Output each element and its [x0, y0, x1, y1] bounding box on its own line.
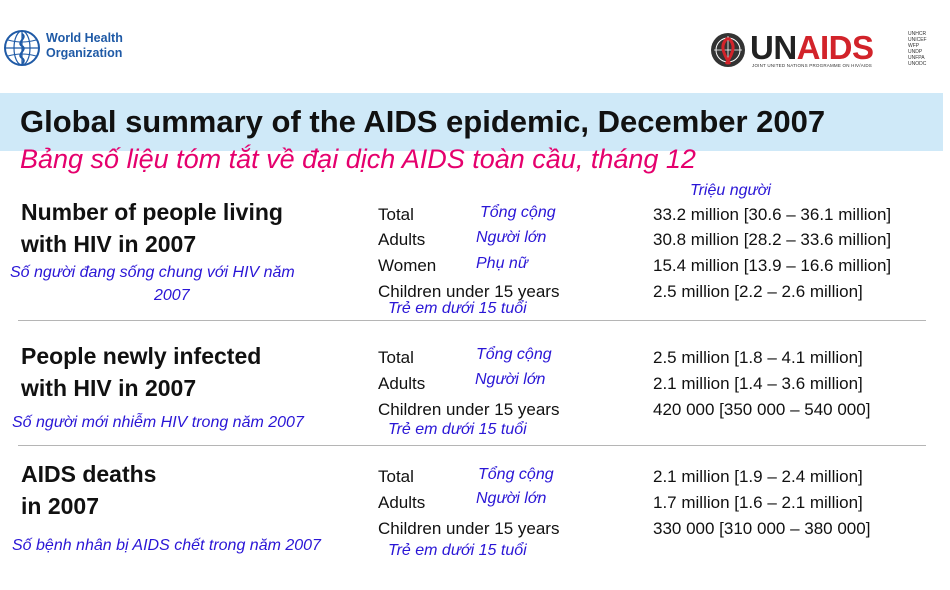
cosponsor: UNDP — [908, 49, 923, 55]
row-label-vietnamese: Tổng cộng — [480, 204, 556, 221]
page-title: Global summary of the AIDS epidemic, Dec… — [20, 104, 826, 139]
row-label: Children under 15 years — [378, 519, 560, 538]
row-label-vietnamese: Người lớn — [475, 371, 546, 388]
section-title-new-line1: People newly infected — [21, 343, 262, 369]
section-vi-new: Số người mới nhiễm HIV trong năm 2007 — [12, 414, 304, 431]
cosponsor: UNHCR — [908, 31, 927, 37]
cosponsor: UNFPA — [908, 55, 925, 61]
section-vi-living-line1: Số người đang sống chung với HIV năm — [10, 264, 295, 281]
row-label: Women — [378, 256, 437, 275]
unaids-tagline: JOINT UNITED NATIONS PROGRAMME ON HIV/AI… — [752, 63, 872, 68]
row-label: Adults — [378, 374, 426, 393]
unaids-un: UN — [750, 29, 797, 66]
row-value: 420 000 [350 000 – 540 000] — [653, 400, 871, 419]
row-value: 2.5 million [2.2 – 2.6 million] — [653, 282, 863, 301]
cosponsor: UNICEF — [908, 37, 927, 43]
row-value: 2.1 million [1.4 – 3.6 million] — [653, 374, 863, 393]
row-label-vietnamese: Người lớn — [476, 229, 547, 246]
row-value: 2.1 million [1.9 – 2.4 million] — [653, 467, 863, 486]
section-divider — [18, 320, 926, 321]
who-name-line1: World Health — [46, 31, 123, 45]
row-label-vietnamese: Trẻ em dưới 15 tuổi — [388, 421, 527, 438]
row-label: Children under 15 years — [378, 400, 560, 419]
row-value: 2.5 million [1.8 – 4.1 million] — [653, 348, 863, 367]
row-label: Children under 15 years — [378, 282, 560, 301]
row-value: 30.8 million [28.2 – 33.6 million] — [653, 230, 892, 249]
who-logo: World Health Organization — [2, 28, 132, 68]
section-vi-living-line2: 2007 — [154, 287, 190, 304]
section-title-deaths-line1: AIDS deaths — [21, 461, 157, 487]
row-label-vietnamese: Trẻ em dưới 15 tuổi — [388, 300, 527, 317]
row-label-vietnamese: Phụ nữ — [476, 255, 528, 272]
section-title-new-line2: with HIV in 2007 — [21, 375, 197, 401]
row-value: 33.2 million [30.6 – 36.1 million] — [653, 205, 892, 224]
cosponsor: WFP — [908, 43, 920, 49]
row-label-vietnamese: Tổng cộng — [478, 466, 554, 483]
section-vi-deaths: Số bệnh nhân bị AIDS chết trong năm 2007 — [12, 537, 321, 554]
row-label-vietnamese: Tổng cộng — [476, 346, 552, 363]
unit-note: Triệu người — [690, 182, 771, 199]
who-name: World Health Organization — [46, 31, 123, 61]
page-title-vietnamese: Bảng số liệu tóm tắt về đại dịch AIDS to… — [20, 144, 696, 174]
section-title-deaths-line2: in 2007 — [21, 493, 99, 519]
row-value: 1.7 million [1.6 – 2.1 million] — [653, 493, 863, 512]
row-label: Adults — [378, 493, 426, 512]
row-label: Adults — [378, 230, 426, 249]
unaids-logo: UNAIDS JOINT UNITED NATIONS PROGRAMME ON… — [708, 29, 944, 70]
who-name-line2: Organization — [46, 46, 123, 60]
row-label: Total — [378, 348, 414, 367]
unaids-aids: AIDS — [796, 29, 874, 66]
row-label-vietnamese: Trẻ em dưới 15 tuổi — [388, 542, 527, 559]
who-emblem-icon — [4, 30, 40, 66]
row-value: 330 000 [310 000 – 380 000] — [653, 519, 871, 538]
unaids-wordmark: UNAIDS — [750, 29, 874, 67]
cosponsor: UNODC — [908, 61, 927, 67]
unaids-cosponsors: UNHCR UNICEF WFP UNDP UNFPA UNODC — [908, 31, 927, 67]
row-label-vietnamese: Người lớn — [476, 490, 547, 507]
un-emblem-icon — [711, 33, 745, 67]
section-title-living-line2: with HIV in 2007 — [21, 231, 197, 257]
row-label: Total — [378, 467, 414, 486]
title-band — [0, 93, 943, 151]
row-value: 15.4 million [13.9 – 16.6 million] — [653, 256, 892, 275]
section-title-living-line1: Number of people living — [21, 199, 283, 225]
row-label: Total — [378, 205, 414, 224]
section-divider — [18, 445, 926, 446]
